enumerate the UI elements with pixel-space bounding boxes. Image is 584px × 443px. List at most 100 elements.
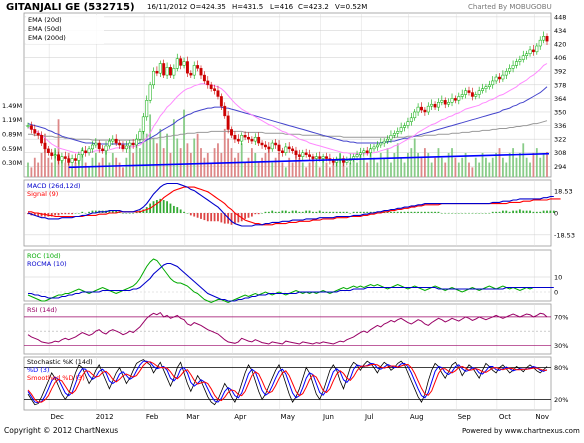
macd-histogram-bar bbox=[210, 213, 213, 222]
macd-histogram-bar bbox=[508, 211, 511, 213]
macd-histogram-bar bbox=[379, 211, 382, 213]
powered-by: Powered by www.chartnexus.com bbox=[462, 427, 580, 435]
candle-body bbox=[209, 84, 213, 89]
volume-bar bbox=[295, 152, 297, 177]
macd-histogram-bar bbox=[193, 213, 196, 217]
macd-histogram-bar bbox=[156, 200, 158, 213]
candle-body bbox=[409, 117, 413, 122]
volume-bar bbox=[54, 148, 57, 177]
candle-body bbox=[369, 148, 373, 153]
volume-bar bbox=[505, 162, 508, 177]
macd-histogram-bar bbox=[200, 213, 202, 219]
x-tick-May: May bbox=[281, 413, 295, 421]
volume-bar bbox=[196, 133, 199, 177]
macd-histogram-bar bbox=[454, 213, 457, 214]
price-tick-434: 434 bbox=[554, 27, 566, 35]
macd-histogram-bar bbox=[57, 213, 60, 216]
macd-histogram-bar bbox=[349, 213, 352, 214]
macd-histogram-bar bbox=[383, 211, 386, 213]
volume-bar bbox=[261, 157, 263, 177]
macd-line bbox=[27, 182, 554, 227]
stochastic-panel bbox=[23, 356, 552, 411]
candle-body bbox=[386, 138, 390, 142]
volume-bar bbox=[64, 162, 67, 177]
volume-bar bbox=[220, 152, 223, 177]
candle-body bbox=[481, 88, 484, 91]
volume-bar bbox=[30, 167, 33, 177]
volume-bar bbox=[142, 124, 145, 177]
candle-body bbox=[358, 152, 362, 155]
macd-histogram-bar bbox=[373, 211, 375, 213]
candle-body bbox=[172, 68, 176, 76]
volume-bar bbox=[125, 157, 128, 177]
x-tick-2012: 2012 bbox=[96, 413, 114, 421]
macd-histogram-bar bbox=[369, 211, 372, 213]
candle-body bbox=[440, 100, 444, 103]
candle-body bbox=[494, 76, 498, 82]
macd-histogram-bar bbox=[295, 210, 297, 213]
candle-body bbox=[80, 150, 84, 155]
candle-body bbox=[362, 150, 366, 153]
candle-body bbox=[311, 156, 315, 159]
candle-body bbox=[345, 160, 349, 163]
macd-histogram-bar bbox=[234, 213, 236, 224]
candle-body bbox=[247, 136, 250, 140]
volume-bar bbox=[135, 138, 138, 177]
volume-bar bbox=[274, 157, 277, 177]
macd-histogram-bar bbox=[312, 211, 314, 213]
volume-bar bbox=[427, 152, 430, 177]
macd-histogram-bar bbox=[71, 213, 73, 215]
candle-body bbox=[135, 138, 138, 146]
macd-histogram-bar bbox=[434, 211, 436, 213]
volume-bar bbox=[430, 162, 433, 177]
price-tick-336: 336 bbox=[554, 122, 566, 130]
stoch-smoothed-d-line bbox=[27, 361, 547, 403]
volume-bar bbox=[288, 157, 291, 177]
candle-body bbox=[223, 105, 227, 117]
candle-body bbox=[389, 135, 393, 140]
candle-body bbox=[535, 45, 539, 53]
candle-body bbox=[175, 58, 179, 69]
macd-histogram-bar bbox=[518, 209, 521, 213]
candle-body bbox=[40, 135, 44, 144]
macd-histogram-bar bbox=[230, 213, 233, 225]
candle-body bbox=[453, 98, 457, 101]
axis-labels: Dec 2012 Feb Mar Apr May Jun Jul Aug Sep Oct Nov 294… bbox=[2, 13, 575, 421]
macd-histogram-bar bbox=[393, 211, 396, 213]
volume-bar bbox=[210, 162, 213, 177]
volume-bar bbox=[271, 162, 274, 177]
volume-bar bbox=[352, 157, 355, 177]
candle-body bbox=[233, 135, 237, 140]
candle-body bbox=[87, 148, 91, 153]
volume-tick-0: 1.49M bbox=[2, 102, 22, 110]
candle-body bbox=[504, 70, 508, 76]
volume-bar bbox=[186, 143, 189, 177]
candle-body bbox=[545, 36, 549, 42]
header-volume: V=0.52M bbox=[335, 3, 367, 11]
candle-body bbox=[335, 160, 339, 163]
candle-body bbox=[392, 133, 396, 136]
candle-body bbox=[33, 129, 37, 134]
macd-histogram-bar bbox=[122, 213, 124, 214]
macd-histogram-bar bbox=[356, 211, 358, 213]
volume-bar bbox=[312, 157, 314, 177]
macd-histogram-bar bbox=[485, 213, 487, 214]
roc-legend: ROC (10d) ROCMA (10) bbox=[27, 252, 67, 268]
volume-bar bbox=[373, 157, 375, 177]
macd-histogram-bar bbox=[359, 211, 362, 213]
x-tick-Jun: Jun bbox=[322, 413, 334, 421]
macd-histogram-bar bbox=[50, 213, 53, 217]
volume-bar bbox=[349, 162, 352, 177]
candle-body bbox=[365, 150, 369, 153]
candle-body bbox=[460, 94, 464, 97]
stoch-tick-80%: 80% bbox=[554, 364, 568, 372]
macd-histogram-bar bbox=[261, 213, 263, 214]
volume-bar bbox=[291, 162, 294, 177]
price-tick-378: 378 bbox=[554, 81, 566, 89]
volume-bar bbox=[491, 157, 494, 177]
macd-histogram-bar bbox=[27, 213, 29, 215]
volume-bar bbox=[203, 157, 206, 177]
volume-bar bbox=[315, 162, 318, 177]
